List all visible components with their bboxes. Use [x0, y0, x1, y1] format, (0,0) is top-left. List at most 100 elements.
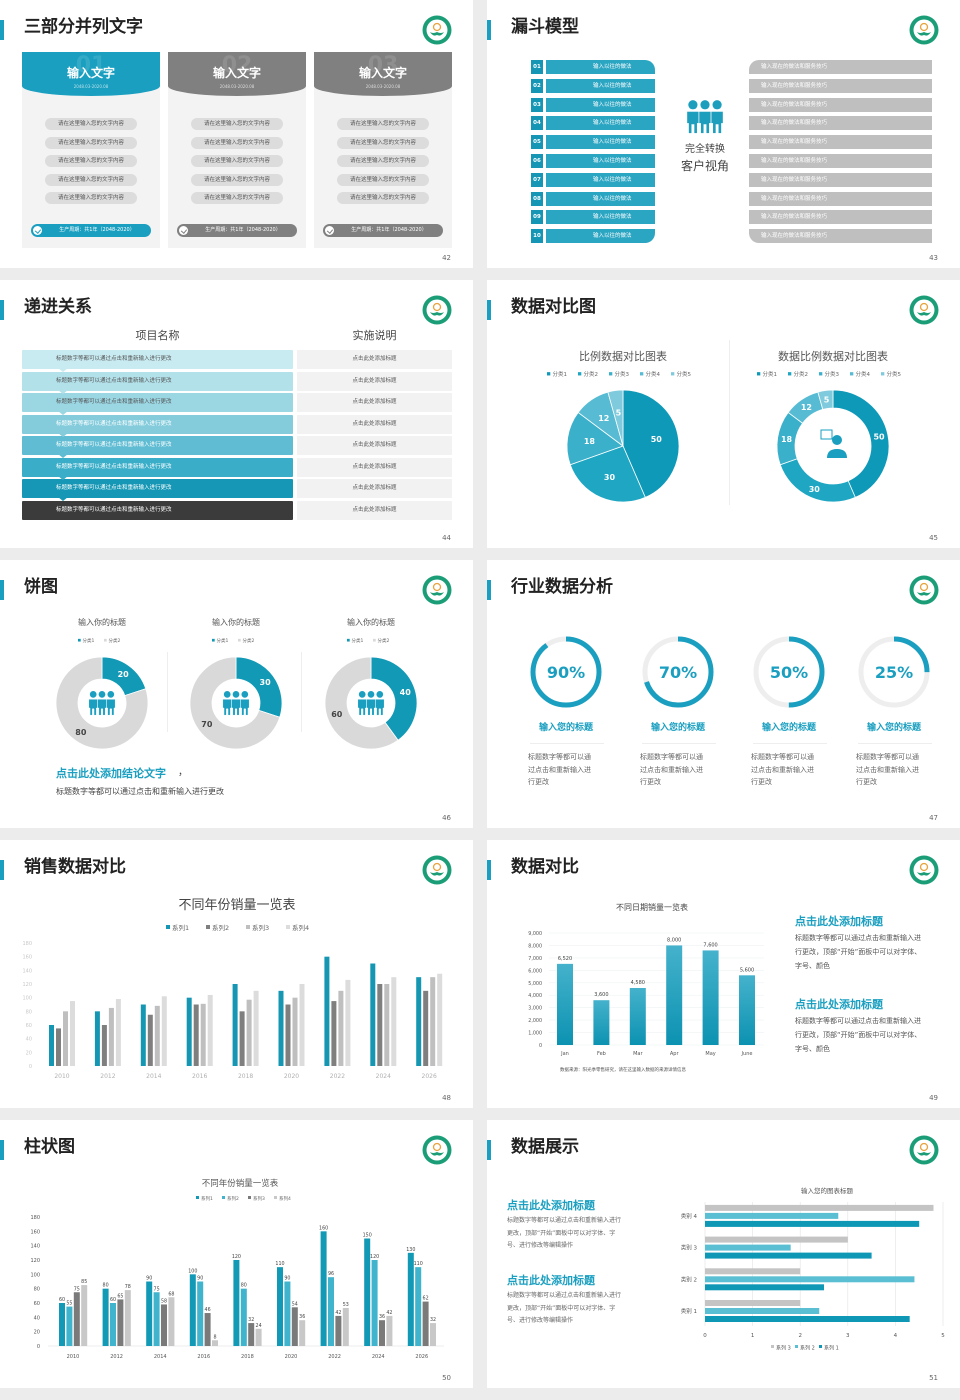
chat-bubble [820, 429, 833, 440]
bar-value-label: 110 [275, 1261, 284, 1267]
slide-title: 数据对比 [511, 857, 579, 877]
funnel-right-bar: 输入现在的做法和服务技巧 [749, 229, 932, 244]
card-item: 请在这里输入您的文字内容 [45, 173, 137, 186]
bar-value-label: 75 [154, 1286, 160, 1292]
legend-swatch [274, 1196, 277, 1199]
block-text: 行更改，顶部“开始”面板中可以对字体、 [795, 948, 922, 956]
funnel-number: 01 [531, 60, 543, 74]
bar [422, 1301, 429, 1346]
bar [370, 963, 376, 1066]
title-accent-bar [0, 20, 4, 40]
logo-leaves [430, 312, 444, 316]
category-label: 类别 3 [681, 1244, 698, 1252]
people-icon [357, 691, 385, 716]
slice-label: 12 [598, 414, 609, 423]
person-body [710, 111, 724, 134]
funnel-right-bar: 输入现在的做法和服务技巧 [749, 135, 932, 150]
logo-leaves [917, 312, 931, 316]
item-heading: 输入您的标题 [538, 723, 593, 733]
bar-value-label: 36 [299, 1314, 305, 1320]
legend-label: 系列2 [227, 1195, 239, 1202]
bar [146, 1281, 153, 1346]
legend-label: 分类1 [217, 637, 229, 644]
bar-value-label: 6,520 [558, 956, 572, 962]
bar [285, 1004, 291, 1066]
block-text: 更改，顶部“开始”面板中可以对字体、字 [507, 1304, 616, 1312]
logo-sun [432, 582, 442, 592]
legend-swatch [771, 1345, 774, 1348]
bar [345, 979, 351, 1066]
ring-percent: 25% [875, 663, 913, 682]
block-heading[interactable]: 点击此处添加标题 [507, 1274, 595, 1287]
bar [705, 1204, 934, 1211]
x-tick-label: 2 [798, 1333, 802, 1339]
slide-43: 漏斗模型 43 01 输入以往的做法 输入现在的做法和服务技巧 02 输入以往的做法 输入现在… [487, 0, 960, 268]
funnel-number: 09 [531, 210, 543, 225]
person-body [686, 111, 700, 134]
x-tick-label: 4 [894, 1333, 898, 1339]
logo-leaves [430, 32, 444, 36]
chart-divider [167, 652, 168, 732]
progress-row-note: 点击此处添加标题 [297, 414, 452, 434]
bar-value-label: 120 [232, 1254, 241, 1260]
slice-label: 80 [75, 728, 87, 737]
legend-swatch [196, 1196, 199, 1199]
hbar-chart: 输入您的图表标题 0 1 2 3 4 5 类别 1 类别 2 类别 3 类别 4 系列 3 系列 2 系列… [681, 1186, 946, 1352]
x-tick-label: 2020 [285, 1354, 298, 1360]
y-tick-label: 40 [26, 1037, 32, 1043]
conclusion-heading[interactable]: 点击此处添加结论文字 [56, 767, 166, 780]
funnel-number: 07 [531, 172, 543, 187]
bar [705, 1276, 915, 1283]
person-body [375, 698, 385, 716]
block-text: 标题数字等都可以通过点击和重新输入进行 [507, 1217, 622, 1224]
legend-swatch [881, 372, 885, 376]
legend-swatch [850, 372, 854, 376]
slide-title: 三部分并列文字 [24, 17, 143, 37]
card-number: 01 [75, 53, 107, 78]
logo-sun [432, 862, 442, 872]
legend-label: 系列4 [292, 923, 309, 932]
block-text: 行更改，顶部“开始”面板中可以对字体、 [795, 1031, 922, 1039]
bar-value-label: 120 [370, 1254, 379, 1260]
card-item: 请在这里输入您的文字内容 [45, 136, 137, 149]
item-desc: 过点击和重新输入进 [856, 765, 919, 774]
bar [320, 1231, 327, 1346]
card-header [22, 52, 160, 96]
page-number: 48 [442, 1094, 451, 1102]
progress-row-note: 点击此处添加标题 [297, 371, 452, 391]
pie-slice [55, 656, 149, 750]
block-heading[interactable]: 点击此处添加标题 [507, 1199, 595, 1212]
item-desc: 标题数字等都可以通 [640, 753, 703, 761]
x-tick-label: 2022 [328, 1354, 341, 1360]
y-tick-label: 180 [22, 941, 32, 947]
bar-value-label: 80 [241, 1283, 247, 1289]
chart-title: 输入您的图表标题 [801, 1186, 854, 1195]
item-desc: 行更改 [856, 778, 877, 786]
person-body [88, 698, 98, 716]
pie-slice [189, 656, 281, 750]
bar-value-label: 90 [284, 1276, 290, 1282]
bar [291, 1307, 298, 1346]
progress-row-item: 标题数字等都可以通过点击和重新输入进行更改 [22, 479, 293, 498]
bar [197, 1281, 204, 1346]
legend-label: 系列1 [201, 1195, 213, 1202]
card-footer: 生产周期：共1年（2048-2020） [177, 224, 297, 237]
item-divider [753, 743, 827, 744]
ring-percent: 70% [659, 663, 697, 682]
y-tick-label: 160 [22, 955, 32, 961]
page-number: 51 [929, 1374, 938, 1382]
funnel-left-bar: 输入以往的做法 [546, 97, 655, 112]
slide-49: 数据对比 49 不同日期销量一览表 0 1,000 2,000 3,000 4,000 5,00… [487, 840, 960, 1108]
bar [705, 1308, 820, 1314]
ring-percent: 90% [547, 663, 585, 682]
bar [342, 1308, 349, 1346]
block-heading[interactable]: 点击此处添加标题 [795, 915, 883, 928]
card-footer-text: 生产周期：共1年（2048-2020） [205, 227, 281, 233]
y-tick-label: 160 [30, 1229, 40, 1235]
funnel-number: 04 [531, 116, 543, 131]
x-tick-label: 2016 [192, 1073, 207, 1080]
block-heading[interactable]: 点击此处添加标题 [795, 998, 883, 1011]
pie-slice [817, 389, 834, 410]
logo-sun [919, 22, 929, 32]
logo-sun [432, 22, 442, 32]
